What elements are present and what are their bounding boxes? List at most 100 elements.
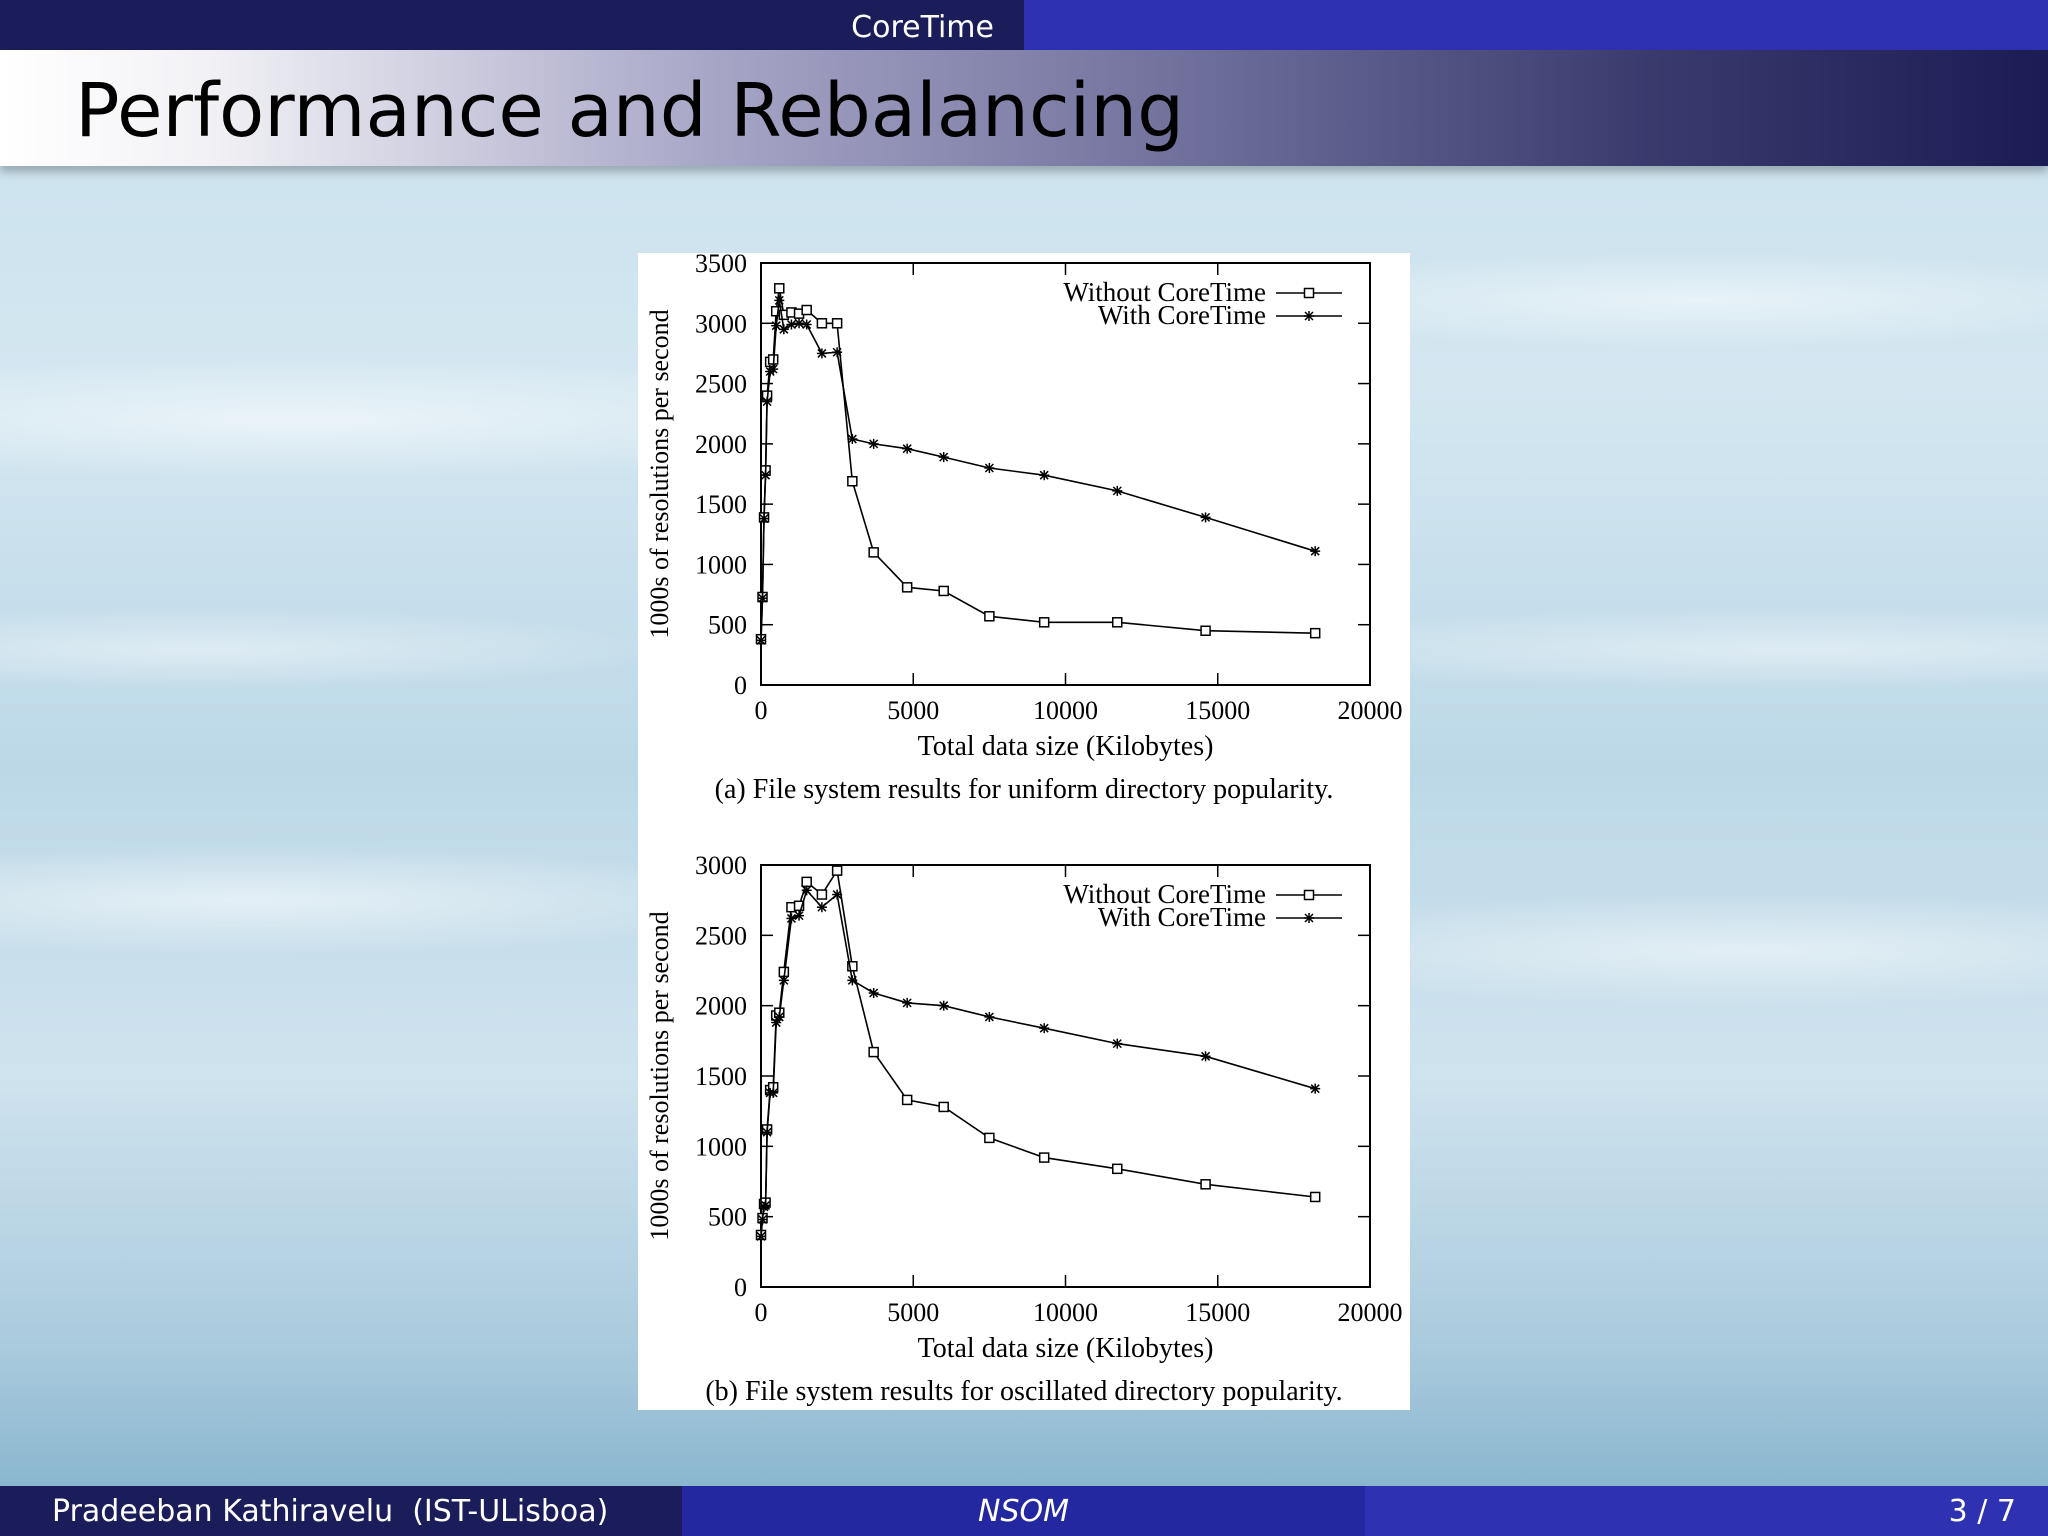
y-axis-label: 1000s of resolutions per second [645,309,674,638]
data-point-asterisk [816,348,827,359]
asterisk-stroke [771,321,781,331]
x-tick-label: 15000 [1185,1298,1250,1327]
asterisk-stroke [757,593,768,603]
data-point-asterisk [778,975,789,986]
data-point-square [801,876,812,888]
data-point-square [1112,617,1123,628]
data-point-asterisk [847,434,858,445]
asterisk-stroke [984,463,994,473]
top-bar-right [1024,0,2048,50]
data-point-asterisk [1112,1038,1123,1049]
x-tick-label: 10000 [1033,696,1098,725]
asterisk-stroke [1201,512,1211,522]
legend-marker-square [1303,287,1315,299]
y-tick-label: 1000 [695,550,747,579]
data-point-square [938,1101,949,1113]
x-tick-label: 0 [755,696,768,725]
data-point-asterisk [794,910,805,921]
data-point-square [801,304,812,316]
data-point-asterisk [801,319,812,330]
data-point-asterisk [762,396,773,407]
data-point-square [868,547,879,558]
y-tick-label: 0 [734,1273,747,1302]
section-name[interactable]: CoreTime [851,10,994,45]
asterisk-stroke [832,890,842,900]
asterisk-stroke [759,514,769,524]
asterisk-stroke [832,347,842,357]
asterisk-stroke [847,975,857,985]
data-point-asterisk [778,324,789,335]
asterisk-stroke [774,295,784,305]
data-point-square [793,900,805,912]
top-navigation-bar: CoreTime [0,0,2048,50]
x-tick-label: 20000 [1338,696,1403,725]
data-point-square [831,318,843,329]
asterisk-stroke [757,1214,768,1225]
data-point-asterisk [794,318,805,329]
data-point-asterisk [984,1011,995,1022]
data-point-square [816,318,828,329]
asterisk-stroke [1304,913,1314,923]
data-point-square [1200,625,1211,636]
chart-a: 0 500 1000 1500 2000 2500 3000 3500 0 5000 10000 15… [645,253,1403,805]
y-tick-label: 2500 [695,370,747,399]
data-point-asterisk [1310,1083,1321,1094]
asterisk-stroke [984,1012,994,1022]
data-point-asterisk [868,988,879,999]
data-point-square [901,1094,913,1106]
data-point-asterisk [1200,1051,1211,1062]
data-point-square [1200,1179,1211,1190]
y-tick-label: 2000 [695,992,747,1021]
data-point-asterisk [1310,546,1321,557]
legend-label: With CoreTime [1098,902,1266,932]
x-tick-label: 5000 [887,696,939,725]
x-tick-label: 0 [755,1298,768,1327]
legend-marker-asterisk [1304,311,1314,321]
series-line-with-coretime [760,888,1316,1237]
data-point-square [831,865,843,876]
data-point-asterisk [756,635,766,646]
asterisk-stroke [902,444,912,454]
asterisk-stroke [756,1231,766,1241]
legend-marker-asterisk [1304,913,1314,923]
asterisk-stroke [1310,546,1320,556]
asterisk-stroke [762,1127,772,1137]
data-point-square [868,1046,879,1058]
data-point-asterisk [1039,1023,1050,1034]
asterisk-stroke [794,318,804,328]
y-axis-label: 1000s of resolutions per second [645,911,674,1240]
y-tick-label: 500 [708,1203,747,1232]
legend-marker-square [1303,889,1315,901]
x-axis-label: Total data size (Kilobytes) [918,731,1214,762]
data-point-square [774,283,785,294]
y-tick-label: 3500 [695,253,747,278]
frame-title-bar: Performance and Rebalancing [0,50,2048,166]
series-line-with-coretime [760,300,1316,641]
chart-b: 0 500 1000 1500 2000 2500 3000 0 5000 10000 15000 2… [645,851,1403,1407]
footer-short-title: NSOM [978,1494,1069,1529]
data-point-square [901,582,913,593]
data-point-asterisk [902,997,913,1008]
footer-author: Pradeeban Kathiravelu (IST-ULisboa) [52,1494,609,1529]
data-point-square [847,961,858,972]
data-point-asterisk [1112,485,1123,496]
asterisk-stroke [1039,470,1049,480]
asterisk-stroke [939,1001,949,1011]
data-point-asterisk [816,902,827,913]
y-tick-label: 1000 [695,1132,747,1161]
asterisk-stroke [847,434,857,444]
frame-title: Performance and Rebalancing [75,68,1185,154]
asterisk-stroke [786,319,796,330]
top-bar-left: CoreTime [0,0,1024,50]
footer-page-box: 3 / 7 [1365,1486,2048,1536]
asterisk-stroke [869,988,879,998]
data-point-asterisk [868,438,879,449]
asterisk-stroke [779,975,789,985]
data-point-square [816,889,828,900]
data-point-asterisk [760,470,771,481]
asterisk-stroke [794,911,804,921]
y-tick-label: 1500 [695,490,747,519]
data-point-asterisk [759,513,770,524]
data-point-asterisk [1200,512,1211,523]
data-point-square [984,1132,995,1144]
